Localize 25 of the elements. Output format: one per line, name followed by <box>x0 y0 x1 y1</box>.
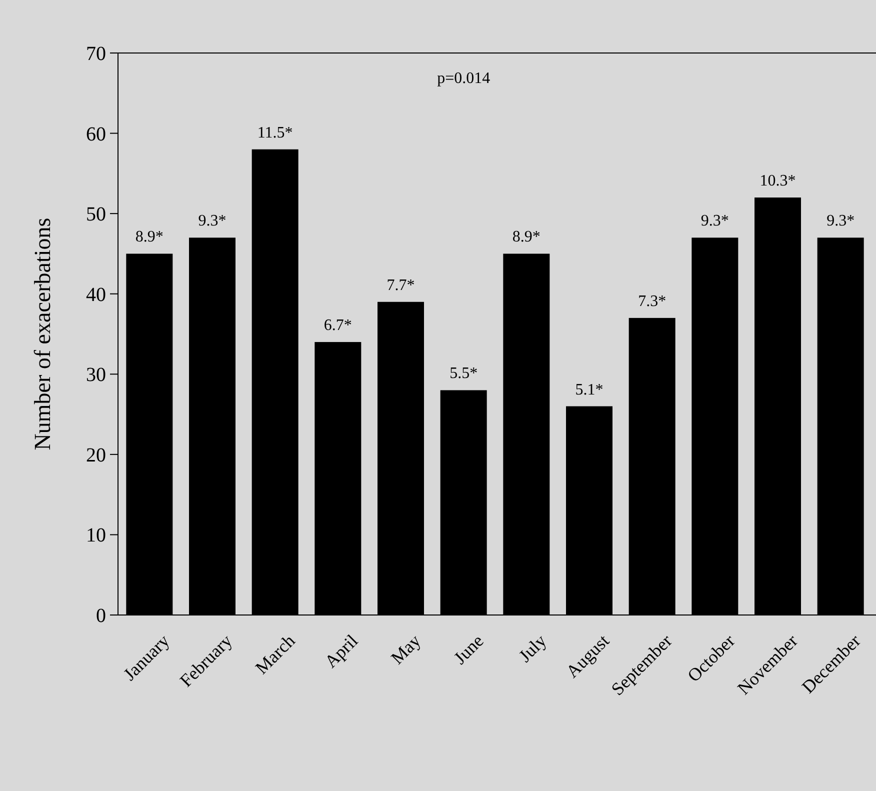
y-tick-label: 40 <box>86 284 106 306</box>
annotation: 5.1* <box>575 381 604 398</box>
y-tick-label: 0 <box>96 605 106 627</box>
y-tick-label: 50 <box>86 204 106 226</box>
annotation: p=0.014 <box>437 70 490 87</box>
annotation: 9.3* <box>198 212 226 230</box>
y-axis-title: Number of exacerbations <box>30 218 55 450</box>
y-tick-label: 30 <box>86 364 106 386</box>
annotation: 6.7* <box>324 317 352 334</box>
y-tick-label: 20 <box>86 444 106 466</box>
y-tick-label: 70 <box>86 43 106 65</box>
annotation: 10.3* <box>760 172 796 190</box>
x-tick-label: July <box>514 630 550 666</box>
annotation: 7.3* <box>638 292 666 310</box>
annotation: 8.9* <box>512 228 540 246</box>
x-tick-label: June <box>450 630 488 668</box>
x-tick-label: May <box>387 630 424 668</box>
y-tick-label: 60 <box>86 123 106 146</box>
y-tick-label: 10 <box>86 524 106 547</box>
annotation: 11.5* <box>257 124 293 142</box>
annotation: 9.3* <box>700 212 729 230</box>
annotation: 9.3* <box>826 212 855 230</box>
annotation: 5.5* <box>450 365 478 382</box>
annotation: 7.7* <box>386 276 415 294</box>
annotation: 8.9* <box>135 228 164 246</box>
